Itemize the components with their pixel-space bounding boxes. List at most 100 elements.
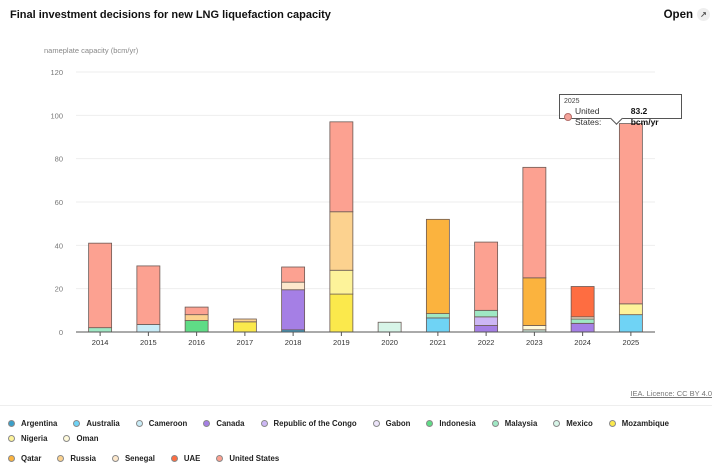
- bar-segment[interactable]: [281, 281, 306, 291]
- x-tick-label: 2018: [285, 338, 302, 347]
- bar-segment[interactable]: [184, 306, 209, 316]
- x-tick-label: 2015: [140, 338, 157, 347]
- bar-segment[interactable]: [618, 303, 643, 316]
- legend-item[interactable]: United States: [216, 453, 279, 463]
- bar-segment[interactable]: [474, 316, 499, 326]
- chart-title: Final investment decisions for new LNG l…: [10, 9, 331, 21]
- legend-swatch-icon: [8, 434, 15, 442]
- legend-label: Mozambique: [621, 418, 669, 428]
- bar-segment[interactable]: [425, 218, 450, 314]
- legend-item[interactable]: Oman: [63, 433, 99, 443]
- legend-swatch-icon: [8, 419, 15, 427]
- y-tick-label: 20: [55, 285, 63, 294]
- y-tick-label: 80: [55, 155, 63, 164]
- bar-segment[interactable]: [474, 241, 499, 311]
- legend-item[interactable]: Mexico: [553, 418, 593, 428]
- x-tick-label: 2022: [478, 338, 495, 347]
- bar-segment[interactable]: [232, 318, 257, 323]
- y-tick-label: 60: [55, 198, 63, 207]
- x-tick-label: 2024: [574, 338, 591, 347]
- bar-segment[interactable]: [184, 320, 209, 333]
- bar-segment[interactable]: [232, 321, 257, 333]
- legend-swatch-icon: [216, 454, 224, 462]
- divider: [0, 405, 712, 406]
- legend-label: Malaysia: [504, 418, 538, 428]
- tooltip: 2025 United States: 83.2 bcm/yr: [559, 94, 682, 127]
- tooltip-series-dot: [564, 113, 572, 121]
- bar-segment[interactable]: [329, 211, 354, 271]
- bar-segment[interactable]: [88, 242, 113, 329]
- legend-label: Nigeria: [21, 433, 48, 443]
- bar-segment[interactable]: [184, 314, 209, 321]
- legend-label: UAE: [183, 453, 201, 463]
- legend-swatch-icon: [57, 454, 65, 462]
- x-tick-label: 2019: [333, 338, 350, 347]
- legend-label: Canada: [216, 418, 245, 428]
- bar-segment[interactable]: [136, 324, 161, 333]
- bar-segment[interactable]: [136, 265, 161, 325]
- legend-swatch-icon: [73, 419, 81, 427]
- legend-label: Senegal: [124, 453, 155, 463]
- legend-label: Australia: [86, 418, 120, 428]
- tooltip-series: United States:: [574, 106, 602, 127]
- y-tick-label: 40: [55, 241, 63, 250]
- bar-segment[interactable]: [522, 277, 547, 326]
- bar-segment[interactable]: [377, 321, 402, 333]
- licence-link[interactable]: IEA. Licence: CC BY 4.0: [630, 389, 712, 398]
- bar-segment[interactable]: [474, 325, 499, 333]
- tooltip-year: 2025: [564, 98, 580, 105]
- y-tick-labels: 0 20 40 60 80 100 120: [50, 68, 63, 337]
- chart-canvas: 0 20 40 60 80 100 120 2014 2015 2016 2017 2018 2019…: [50, 68, 655, 347]
- bar-segment[interactable]: [570, 286, 595, 318]
- legend-item[interactable]: Australia: [73, 418, 120, 428]
- legend-item[interactable]: Malaysia: [491, 418, 538, 428]
- legend-label: United States: [229, 453, 280, 463]
- x-tick-label: 2025: [623, 338, 640, 347]
- y-tick-label: 120: [50, 68, 63, 77]
- legend-item[interactable]: Argentina: [8, 418, 57, 428]
- legend-item[interactable]: Qatar: [8, 453, 41, 463]
- x-tick-label: 2014: [92, 338, 109, 347]
- legend-label: Mexico: [566, 418, 593, 428]
- bar-segment[interactable]: [425, 317, 450, 333]
- bar-segment[interactable]: [522, 166, 547, 279]
- bar-segment[interactable]: [88, 327, 113, 333]
- bar-segment[interactable]: [570, 318, 595, 324]
- legend-swatch-icon: [553, 419, 561, 427]
- bars: [88, 121, 643, 333]
- y-tick-label: 0: [59, 328, 63, 337]
- bar-segment[interactable]: [281, 289, 306, 331]
- y-tick-label: 100: [50, 111, 63, 120]
- legend-item[interactable]: Indonesia: [426, 418, 476, 428]
- legend-swatch-icon: [372, 419, 380, 427]
- bar-segment[interactable]: [329, 293, 354, 333]
- open-label: Open: [663, 8, 693, 21]
- legend-item[interactable]: Russia: [57, 453, 96, 463]
- bar-segment[interactable]: [474, 309, 499, 318]
- legend-item[interactable]: Senegal: [111, 453, 155, 463]
- legend-label: Russia: [70, 453, 96, 463]
- legend-item[interactable]: Cameroon: [135, 418, 187, 428]
- bar-segment[interactable]: [281, 266, 306, 283]
- legend-label: Gabon: [385, 418, 411, 428]
- bar-segment[interactable]: [618, 314, 643, 333]
- legend-item[interactable]: Gabon: [372, 418, 411, 428]
- y-axis-label: nameplate capacity (bcm/yr): [44, 46, 139, 55]
- legend-item[interactable]: Nigeria: [8, 433, 47, 443]
- legend-swatch-icon: [426, 419, 434, 427]
- open-button[interactable]: Open ↗: [664, 8, 710, 21]
- bar-segment[interactable]: [329, 269, 354, 295]
- bar-segment[interactable]: [329, 121, 354, 213]
- x-tick-label: 2016: [188, 338, 205, 347]
- bar-segment[interactable]: [425, 313, 450, 319]
- legend-item[interactable]: Canada: [203, 418, 245, 428]
- legend-item[interactable]: UAE: [170, 453, 201, 463]
- legend-label: Oman: [76, 433, 99, 443]
- gridlines: [76, 71, 655, 290]
- bar-segment[interactable]: [570, 322, 595, 333]
- bar-segment[interactable]: [618, 123, 643, 305]
- legend-label: Argentina: [21, 418, 58, 428]
- bar-segment[interactable]: [522, 325, 547, 331]
- legend-item[interactable]: Republic of the Congo: [260, 418, 357, 428]
- legend-item[interactable]: Mozambique: [608, 418, 669, 428]
